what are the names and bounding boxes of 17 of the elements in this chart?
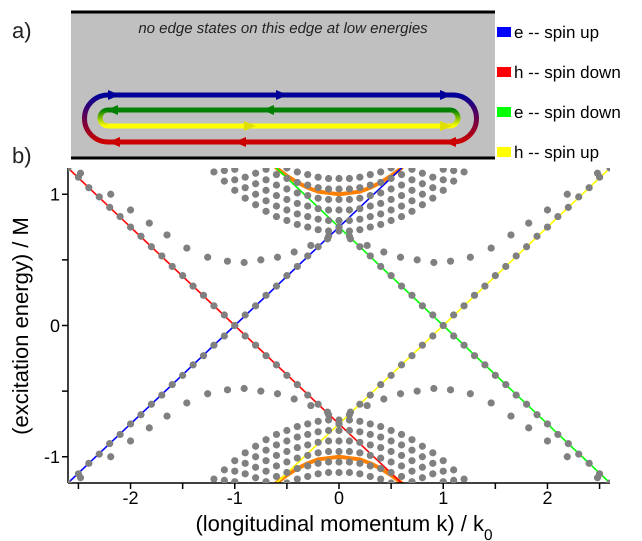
text: b) xyxy=(12,143,32,168)
x-tick-label: 1 xyxy=(438,488,448,508)
y-tick-label: 1 xyxy=(50,184,60,205)
legend-label: e -- spin down xyxy=(514,103,621,122)
x-tick-label: -1 xyxy=(226,488,243,508)
y-tick-label: 0 xyxy=(50,316,60,336)
x-tick-label: -2 xyxy=(122,488,139,508)
text: a) xyxy=(12,18,32,43)
legend-label: e -- spin up xyxy=(514,23,600,42)
legend-label: h -- spin up xyxy=(514,143,600,162)
text: no edge states on this edge at low energies xyxy=(138,20,428,37)
y-axis-title: (excitation energy) / M xyxy=(8,217,33,435)
x-tick-label: 0 xyxy=(334,488,344,508)
y-tick-label: -1 xyxy=(44,447,60,468)
legend-label: h -- spin down xyxy=(514,63,621,82)
x-axis-title: (longitudinal momentum k) / k$_{0}$ xyxy=(195,511,493,541)
x-tick-label: 2 xyxy=(542,488,552,508)
